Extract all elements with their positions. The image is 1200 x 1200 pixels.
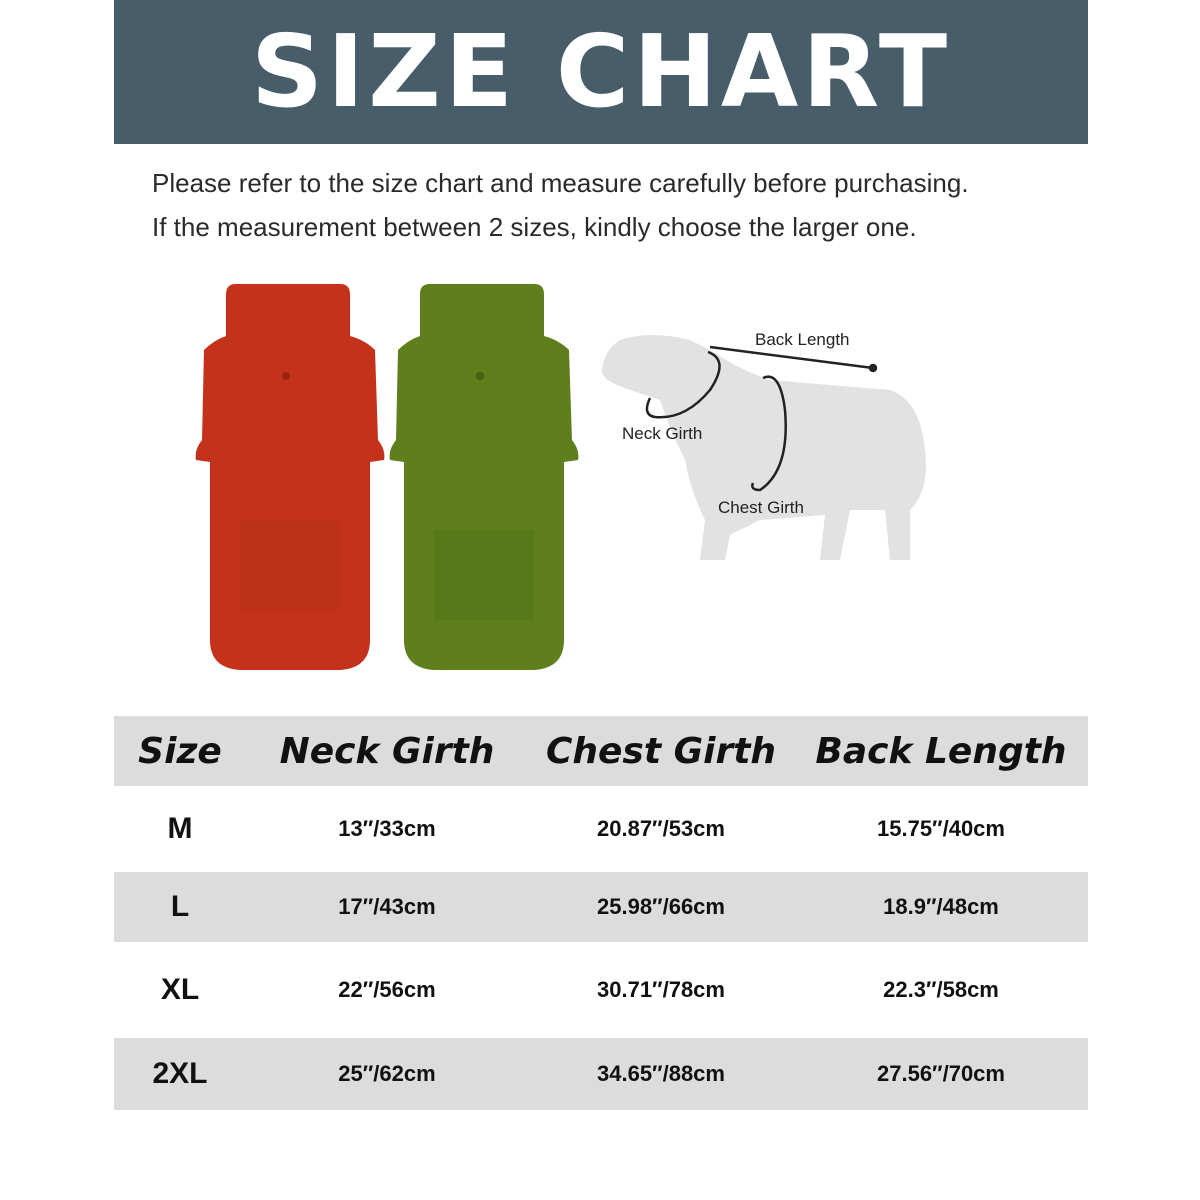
chest-girth-label: Chest Girth — [718, 498, 804, 517]
red-hoodie-image — [195, 284, 385, 670]
header-chest-girth: Chest Girth — [545, 730, 777, 772]
back-length-cell: 22.3″/58cm — [883, 977, 999, 1002]
hoodie-product-images — [195, 284, 579, 670]
header-back-length: Back Length — [815, 730, 1067, 772]
neck-girth-label: Neck Girth — [622, 424, 703, 443]
page-title: SIZE CHART — [250, 13, 952, 130]
dog-silhouette — [601, 335, 926, 560]
table-row: XL 22″/56cm 30.71″/78cm 22.3″/58cm — [114, 942, 1088, 1038]
chest-girth-cell: 25.98″/66cm — [597, 894, 725, 919]
instruction-line-1: Please refer to the size chart and measu… — [152, 168, 969, 198]
header-size: Size — [138, 730, 222, 772]
header-neck-girth: Neck Girth — [279, 730, 495, 772]
measurement-diagram: Back Length Neck Girth Chest Girth — [590, 320, 940, 570]
title-banner: SIZE CHART — [114, 0, 1088, 144]
back-length-label: Back Length — [755, 330, 850, 349]
chest-girth-cell: 30.71″/78cm — [597, 977, 725, 1002]
chest-girth-line — [751, 375, 787, 492]
neck-girth-cell: 13″/33cm — [338, 816, 436, 841]
green-hoodie-image — [389, 284, 579, 670]
size-table: Size Neck Girth Chest Girth Back Length … — [114, 716, 1088, 1110]
instruction-line-2: If the measurement between 2 sizes, kind… — [152, 212, 917, 242]
neck-girth-cell: 22″/56cm — [338, 977, 436, 1002]
table-row: L 17″/43cm 25.98″/66cm 18.9″/48cm — [114, 872, 1088, 942]
back-length-cell: 15.75″/40cm — [877, 816, 1005, 841]
size-cell: M — [167, 812, 193, 845]
size-cell: 2XL — [152, 1057, 208, 1090]
neck-girth-cell: 25″/62cm — [338, 1061, 436, 1086]
back-length-cell: 18.9″/48cm — [883, 894, 999, 919]
table-row: M 13″/33cm 20.87″/53cm 15.75″/40cm — [114, 786, 1088, 872]
chest-girth-cell: 34.65″/88cm — [597, 1061, 725, 1086]
neck-girth-cell: 17″/43cm — [338, 894, 436, 919]
chest-girth-cell: 20.87″/53cm — [597, 816, 725, 841]
table-header-row: Size Neck Girth Chest Girth Back Length — [114, 716, 1088, 786]
back-length-line — [709, 345, 878, 373]
neck-girth-line — [645, 350, 721, 419]
size-cell: L — [170, 890, 190, 923]
back-length-cell: 27.56″/70cm — [877, 1061, 1005, 1086]
size-cell: XL — [160, 973, 200, 1006]
table-row: 2XL 25″/62cm 34.65″/88cm 27.56″/70cm — [114, 1038, 1088, 1110]
